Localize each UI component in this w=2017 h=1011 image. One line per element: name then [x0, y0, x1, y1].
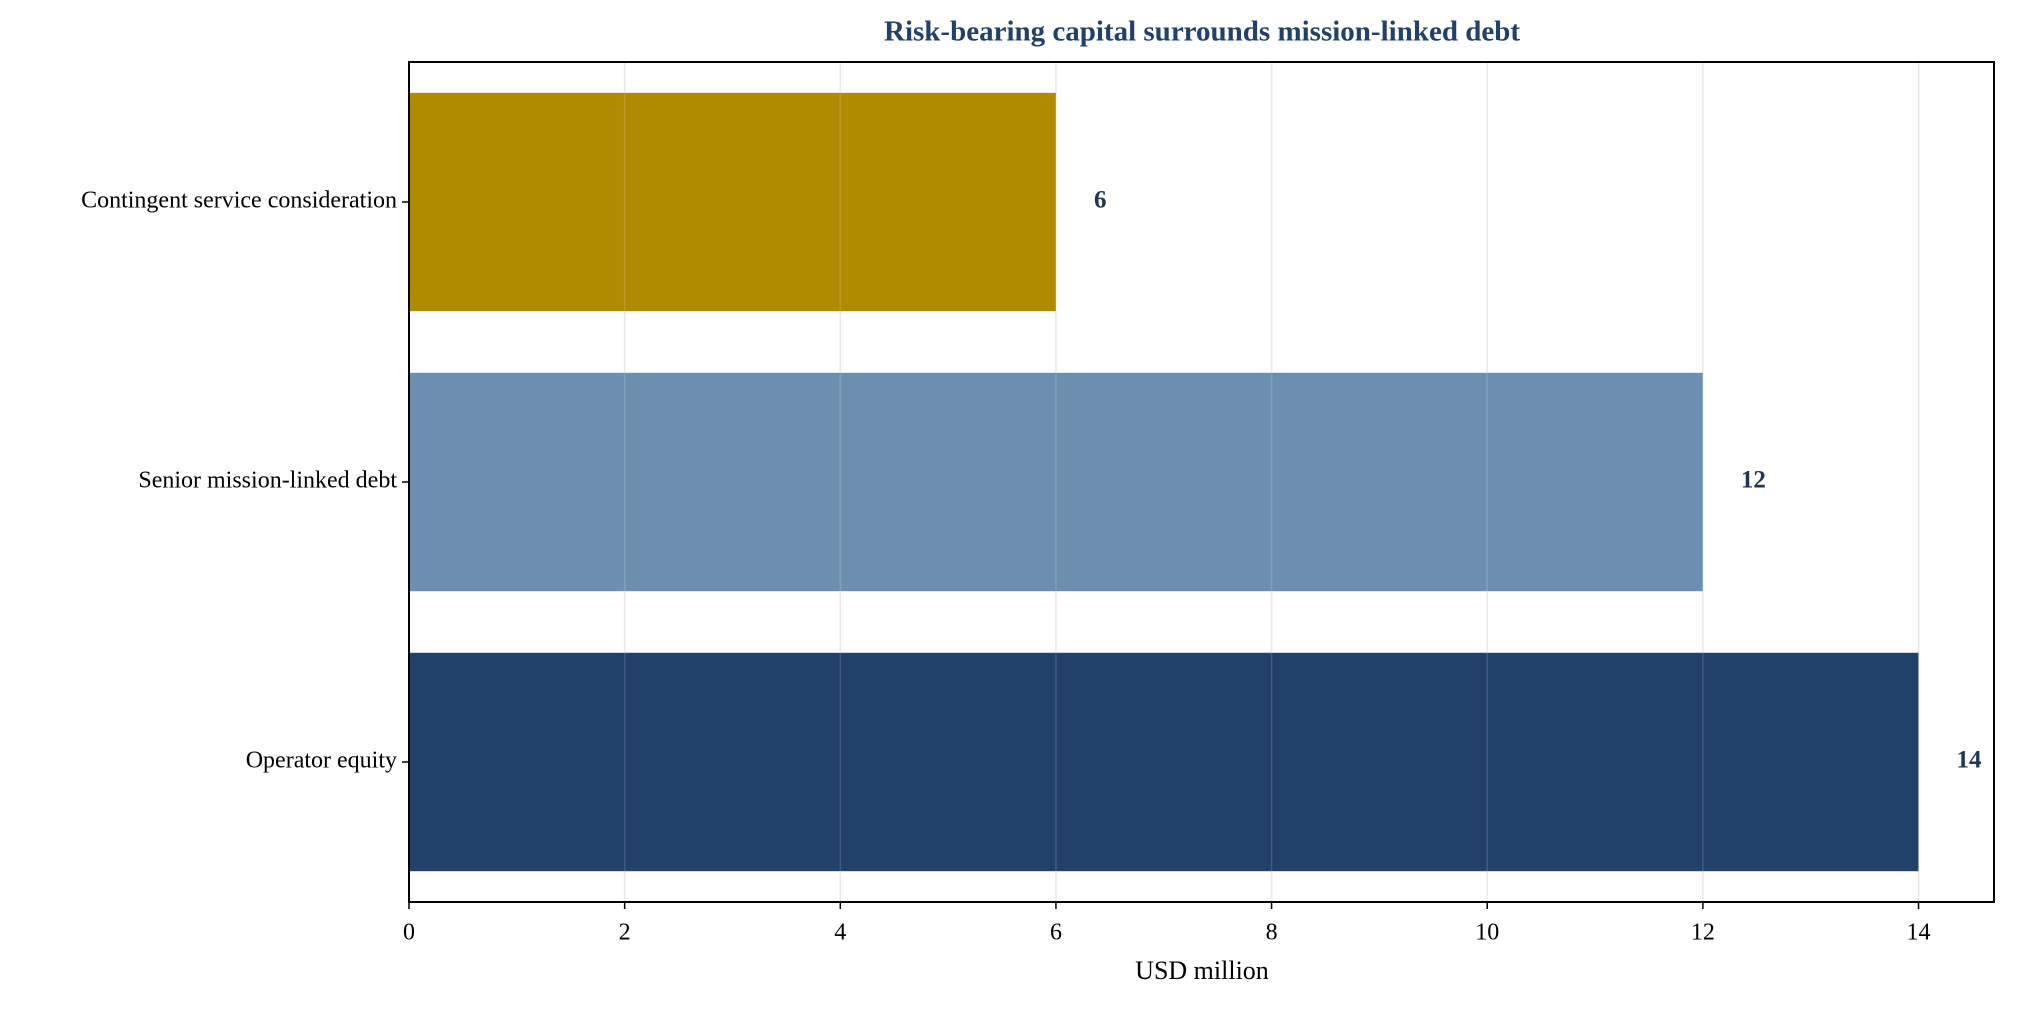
value-label: 6 — [1094, 187, 1107, 214]
x-tick-label: 2 — [619, 920, 631, 946]
bar — [409, 652, 1919, 872]
y-tick-label: Contingent service consideration — [81, 188, 397, 214]
x-tick-label: 6 — [1050, 920, 1062, 946]
value-label: 12 — [1741, 467, 1766, 494]
bar — [409, 92, 1056, 312]
value-label: 14 — [1957, 747, 1983, 774]
y-tick-label: Operator equity — [246, 748, 397, 774]
x-tick-label: 4 — [834, 920, 846, 946]
x-tick-label: 0 — [403, 920, 415, 946]
bar — [409, 372, 1703, 592]
y-tick-label: Senior mission-linked debt — [138, 468, 397, 494]
x-tick-label: 10 — [1475, 920, 1499, 946]
x-axis-title: USD million — [1135, 956, 1269, 985]
x-tick-label: 8 — [1266, 920, 1278, 946]
x-tick-label: 12 — [1691, 920, 1715, 946]
plot-frame — [408, 61, 1995, 903]
chart-title: Risk-bearing capital surrounds mission-l… — [884, 16, 1520, 48]
x-tick-label: 14 — [1907, 920, 1931, 946]
